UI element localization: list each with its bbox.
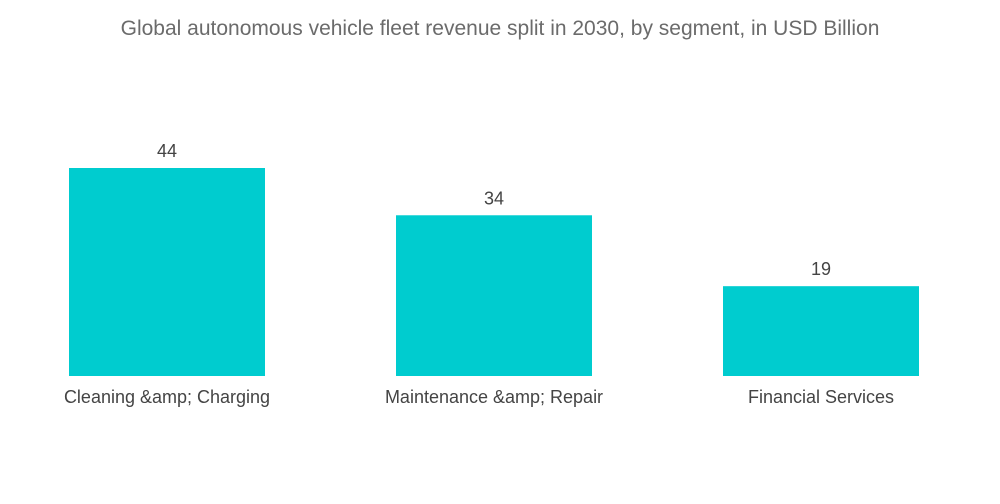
bar-3	[723, 286, 919, 376]
data-label-2: 34	[484, 188, 504, 208]
bar-2	[396, 215, 592, 376]
x-tick-label-1: Cleaning &amp; Charging	[64, 387, 270, 407]
bar-1	[69, 168, 265, 376]
x-tick-label-3: Financial Services	[748, 387, 894, 407]
chart-title: Global autonomous vehicle fleet revenue …	[120, 17, 880, 40]
x-tick-label-2: Maintenance &amp; Repair	[385, 387, 603, 407]
data-label-1: 44	[157, 141, 177, 161]
data-label-3: 19	[811, 259, 831, 279]
